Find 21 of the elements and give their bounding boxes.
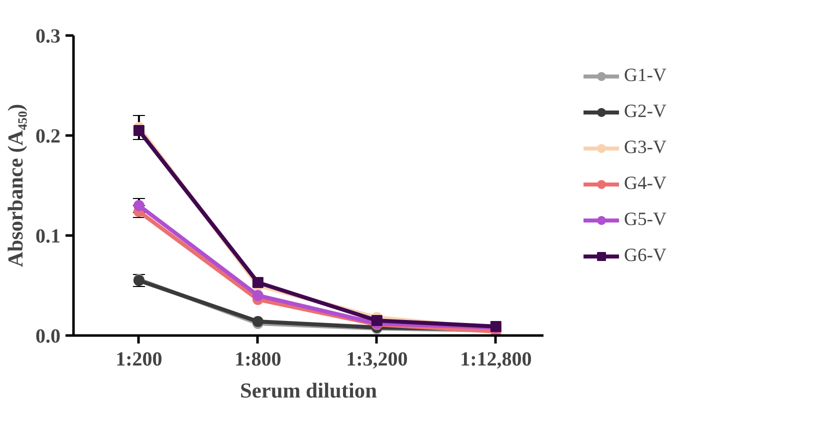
x-tick-label: 1:200 <box>116 348 162 370</box>
legend-label: G1-V <box>624 65 666 87</box>
point <box>371 315 382 326</box>
y-axis-title: Absorbance (A₄₅₀) <box>4 104 28 268</box>
point <box>252 277 264 288</box>
legend-label: G3-V <box>624 137 666 159</box>
x-tick-label: 1:3,200 <box>346 348 408 370</box>
x-tick-label: 1:800 <box>234 348 282 370</box>
point <box>133 125 144 136</box>
legend-label: G5-V <box>624 209 666 231</box>
legend-label: G6-V <box>624 245 666 267</box>
y-tick-label: 0.3 <box>36 26 60 48</box>
point <box>252 290 264 301</box>
point <box>133 200 144 211</box>
y-tick-label: 0.2 <box>36 126 60 148</box>
legend-label: G4-V <box>624 173 666 195</box>
x-axis-title: Serum dilution <box>240 378 378 402</box>
legend-label: G2-V <box>624 101 666 123</box>
x-tick-label: 1:12,800 <box>460 348 532 370</box>
y-tick-label: 0.1 <box>36 226 60 248</box>
y-tick-label: 0.0 <box>36 326 60 348</box>
